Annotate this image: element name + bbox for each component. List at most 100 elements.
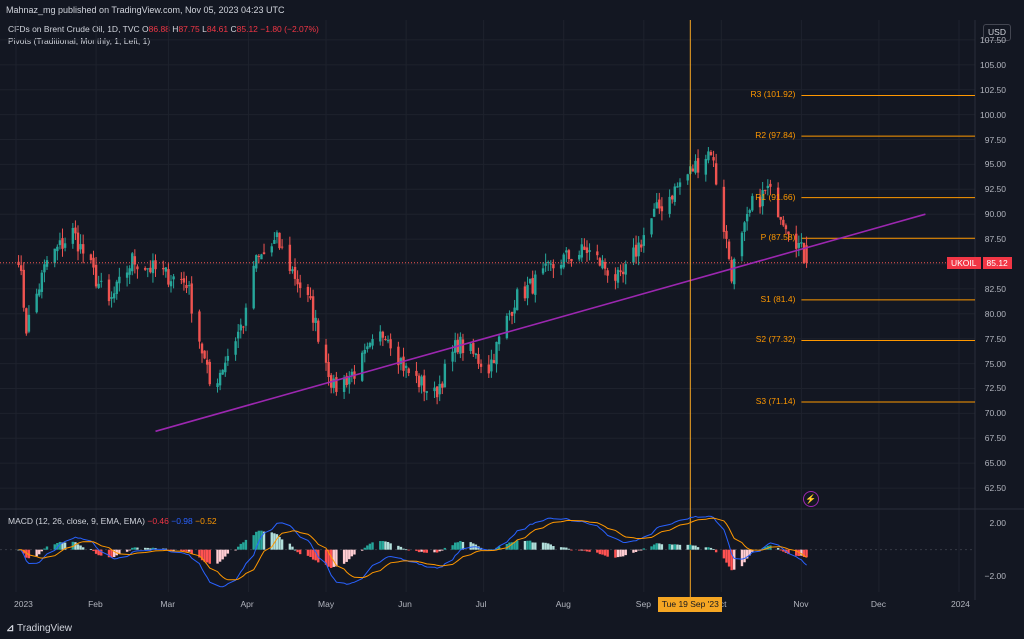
candle-body <box>425 391 428 393</box>
candle-body <box>603 261 607 269</box>
trend-line <box>155 213 926 433</box>
macd-histogram-bar <box>92 549 95 552</box>
macd-histogram-bar <box>686 544 689 550</box>
macd-histogram-bar <box>668 544 671 550</box>
candle-body <box>270 246 273 253</box>
macd-histogram-bar <box>782 549 785 552</box>
open-value: 86.88 <box>148 24 170 34</box>
macd-histogram-bar <box>678 544 682 550</box>
macd-histogram-bar <box>704 547 708 550</box>
pivots-legend[interactable]: Pivots (Traditional, Monthly, 1, Left, 1… <box>8 36 151 46</box>
candle-body <box>53 248 56 264</box>
candle-body <box>769 183 772 187</box>
macd-histogram-bar <box>606 549 609 557</box>
candle-body <box>154 260 157 270</box>
candle-body <box>694 160 697 173</box>
time-axis-tick: Mar <box>160 599 176 609</box>
candle-body <box>252 265 255 309</box>
candle-body <box>725 230 728 239</box>
macd-histogram-bar <box>779 549 782 551</box>
crosshair-date-label: Tue 19 Sep '23 <box>658 597 723 612</box>
candle-body <box>420 376 423 386</box>
macd-histogram-bar <box>25 549 28 558</box>
candle-body <box>477 354 480 364</box>
macd-histogram-bar <box>262 531 266 550</box>
macd-histogram-bar <box>795 549 798 556</box>
macd-histogram-bar <box>714 549 718 553</box>
candle-body <box>335 377 338 392</box>
candle-body <box>686 174 689 181</box>
candle-body <box>782 219 785 226</box>
candle-body <box>505 315 509 339</box>
macd-histogram-bar <box>27 549 31 559</box>
candle-body <box>244 307 248 326</box>
candle-body <box>676 186 679 188</box>
candle-body <box>562 254 565 268</box>
macd-histogram-bar <box>386 542 390 550</box>
candle-body <box>606 270 609 276</box>
macd-histogram-bar <box>58 541 62 550</box>
candle-body <box>389 339 392 349</box>
candle-body <box>673 186 677 202</box>
candle-body <box>433 387 436 392</box>
candle-body <box>309 296 312 299</box>
candle-body <box>360 352 364 381</box>
instrument-name: CFDs on Brent Crude Oil, 1D, TVC <box>8 24 140 34</box>
macd-histogram-bar <box>244 539 248 550</box>
candle-body <box>567 250 571 260</box>
footer-bar <box>0 618 1024 639</box>
pivot-label: S3 (71.14) <box>755 396 796 407</box>
tradingview-logo[interactable]: ⊿ TradingView <box>6 623 72 634</box>
macd-histogram-bar <box>601 549 604 555</box>
candle-body <box>751 196 754 211</box>
macd-legend[interactable]: MACD (12, 26, close, 9, EMA, EMA) −0.46 … <box>8 516 217 526</box>
candle-body <box>461 339 465 354</box>
macd-histogram-bar <box>802 549 806 557</box>
price-axis-tick: 72.50 <box>984 383 1006 394</box>
change-value: −1.80 (−2.07%) <box>260 24 319 34</box>
macd-histogram-bar <box>146 547 149 550</box>
candle-body <box>58 240 62 246</box>
candle-body <box>306 286 310 295</box>
pivot-label: R3 (101.92) <box>750 89 796 100</box>
candle-body <box>743 222 746 232</box>
macd-histogram-bar <box>438 549 441 552</box>
candle-body <box>787 231 790 235</box>
candle-body <box>224 362 227 373</box>
currency-button[interactable]: USD <box>983 24 1011 41</box>
candle-body <box>162 268 165 270</box>
candle-body <box>22 269 25 308</box>
macd-histogram-bar <box>691 545 695 550</box>
candle-body <box>712 157 715 161</box>
instrument-legend[interactable]: CFDs on Brent Crude Oil, 1D, TVC O86.88 … <box>8 24 319 34</box>
macd-histogram-bar <box>335 549 338 567</box>
macd-histogram-bar <box>345 549 348 562</box>
candle-body <box>704 158 708 175</box>
candle-body <box>273 239 276 244</box>
macd-histogram-bar <box>311 549 315 560</box>
macd-histogram-bar <box>565 547 568 550</box>
macd-histogram-bar <box>97 549 100 556</box>
macd-histogram-bar <box>324 549 328 565</box>
macd-histogram-bar <box>583 549 586 551</box>
lightning-icon[interactable]: ⚡ <box>803 491 819 507</box>
time-axis-tick: Feb <box>88 599 103 609</box>
macd-histogram-bar <box>603 549 607 556</box>
candle-body <box>149 267 152 273</box>
macd-histogram-bar <box>425 549 428 553</box>
candle-body <box>795 233 798 249</box>
candle-body <box>745 214 749 222</box>
candle-body <box>198 311 201 342</box>
macd-histogram-bar <box>218 549 222 562</box>
candle-body <box>415 370 418 376</box>
candle-body <box>125 272 129 278</box>
candle-body <box>345 375 348 385</box>
macd-histogram-bar <box>671 544 674 550</box>
candle-body <box>583 246 586 250</box>
candle-body <box>696 158 700 173</box>
macd-histogram-bar <box>547 543 550 550</box>
macd-histogram-bar <box>236 546 240 550</box>
candle-body <box>748 210 751 213</box>
macd-histogram-bar <box>712 549 715 550</box>
